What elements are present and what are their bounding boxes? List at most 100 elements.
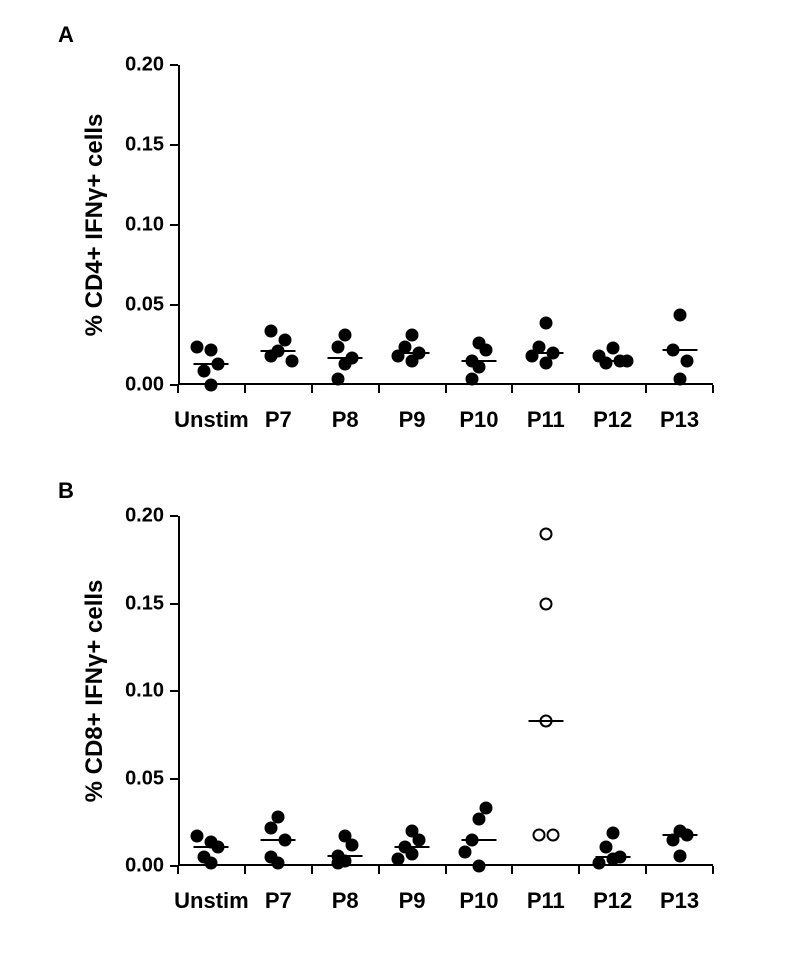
x-category-label: P13 bbox=[660, 407, 699, 433]
y-tick-label: 0.00 bbox=[104, 855, 164, 878]
data-point bbox=[205, 379, 218, 392]
data-point bbox=[599, 356, 612, 369]
y-tick-label: 0.10 bbox=[104, 680, 164, 703]
data-point bbox=[680, 355, 693, 368]
data-point bbox=[272, 856, 285, 869]
y-tick bbox=[170, 304, 178, 306]
median-line bbox=[528, 352, 563, 354]
figure-root: A % CD4+ IFNγ+ cells B % CD8+ IFNγ+ cell… bbox=[0, 0, 800, 956]
data-point bbox=[539, 316, 552, 329]
y-tick bbox=[170, 515, 178, 517]
data-point bbox=[546, 828, 559, 841]
data-point bbox=[191, 340, 204, 353]
y-tick-label: 0.20 bbox=[104, 505, 164, 528]
y-tick bbox=[170, 64, 178, 66]
x-category-label: P7 bbox=[265, 407, 292, 433]
median-line bbox=[461, 839, 496, 841]
data-point bbox=[332, 856, 345, 869]
x-category-tick bbox=[378, 866, 380, 874]
data-point bbox=[265, 821, 278, 834]
data-point bbox=[205, 856, 218, 869]
data-point bbox=[413, 833, 426, 846]
x-category-label: P13 bbox=[660, 888, 699, 914]
x-category-label: P9 bbox=[399, 888, 426, 914]
x-category-tick bbox=[311, 866, 313, 874]
data-point bbox=[532, 828, 545, 841]
data-point bbox=[332, 340, 345, 353]
data-point bbox=[479, 343, 492, 356]
median-line bbox=[395, 846, 430, 848]
y-tick-label: 0.10 bbox=[104, 214, 164, 237]
median-line bbox=[261, 839, 296, 841]
data-point bbox=[673, 849, 686, 862]
data-point bbox=[599, 840, 612, 853]
y-tick bbox=[170, 224, 178, 226]
x-category-label: P12 bbox=[593, 888, 632, 914]
x-category-label: Unstim bbox=[174, 888, 249, 914]
y-tick-label: 0.15 bbox=[104, 592, 164, 615]
median-line bbox=[328, 855, 363, 857]
data-point bbox=[205, 343, 218, 356]
data-point bbox=[198, 364, 211, 377]
median-line bbox=[395, 352, 430, 354]
data-point bbox=[472, 860, 485, 873]
x-category-tick bbox=[645, 866, 647, 874]
x-category-label: P12 bbox=[593, 407, 632, 433]
data-point bbox=[606, 342, 619, 355]
x-category-label: P9 bbox=[399, 407, 426, 433]
data-point bbox=[606, 826, 619, 839]
y-tick-label: 0.20 bbox=[104, 54, 164, 77]
data-point bbox=[406, 355, 419, 368]
data-point bbox=[392, 853, 405, 866]
scatter-plot-a bbox=[178, 65, 713, 385]
y-tick bbox=[170, 603, 178, 605]
data-point bbox=[286, 355, 299, 368]
y-tick-label: 0.05 bbox=[104, 294, 164, 317]
data-point bbox=[458, 846, 471, 859]
x-category-tick bbox=[511, 866, 513, 874]
x-category-tick bbox=[445, 385, 447, 393]
median-line bbox=[662, 834, 697, 836]
panel-label-b: B bbox=[58, 478, 74, 504]
x-category-tick bbox=[578, 866, 580, 874]
data-point bbox=[673, 308, 686, 321]
x-category-tick bbox=[645, 385, 647, 393]
median-line bbox=[328, 357, 363, 359]
x-category-label: P8 bbox=[332, 407, 359, 433]
x-category-tick bbox=[244, 866, 246, 874]
x-category-tick bbox=[378, 385, 380, 393]
x-category-label: Unstim bbox=[174, 407, 249, 433]
x-category-tick bbox=[712, 385, 714, 393]
x-category-label: P10 bbox=[459, 888, 498, 914]
median-line bbox=[194, 363, 229, 365]
scatter-plot-b bbox=[178, 516, 713, 866]
y-tick-label: 0.00 bbox=[104, 374, 164, 397]
x-category-label: P11 bbox=[527, 888, 565, 914]
x-category-tick bbox=[445, 866, 447, 874]
y-axis-line bbox=[178, 65, 180, 385]
x-category-label: P8 bbox=[332, 888, 359, 914]
data-point bbox=[191, 830, 204, 843]
data-point bbox=[539, 527, 552, 540]
y-axis-line bbox=[178, 516, 180, 866]
x-category-tick bbox=[177, 385, 179, 393]
x-category-tick bbox=[177, 866, 179, 874]
panel-label-a: A bbox=[58, 22, 74, 48]
data-point bbox=[472, 812, 485, 825]
x-category-tick bbox=[578, 385, 580, 393]
y-tick bbox=[170, 690, 178, 692]
data-point bbox=[673, 372, 686, 385]
x-category-label: P10 bbox=[459, 407, 498, 433]
x-category-tick bbox=[244, 385, 246, 393]
x-category-label: P7 bbox=[265, 888, 292, 914]
x-category-tick bbox=[311, 385, 313, 393]
x-category-tick bbox=[712, 866, 714, 874]
data-point bbox=[346, 839, 359, 852]
y-tick bbox=[170, 778, 178, 780]
y-tick-label: 0.05 bbox=[104, 767, 164, 790]
median-line bbox=[595, 360, 630, 362]
data-point bbox=[406, 847, 419, 860]
median-line bbox=[528, 720, 563, 722]
y-tick bbox=[170, 144, 178, 146]
median-line bbox=[461, 360, 496, 362]
